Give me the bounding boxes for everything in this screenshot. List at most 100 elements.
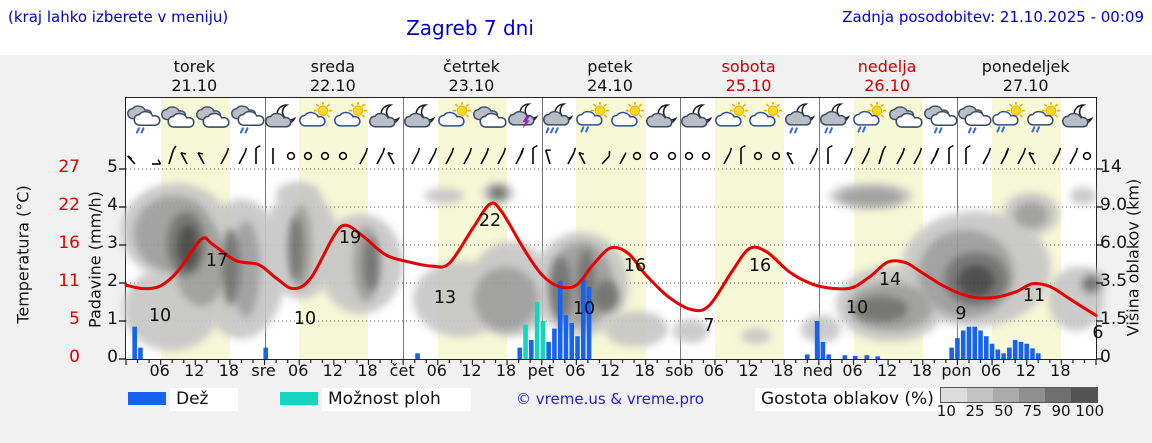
day-name: ponedeljek xyxy=(981,57,1070,76)
chart-frame: 10 17 10 19 13 22 10 16 7 16 10 14 9 11 6 xyxy=(119,97,1106,365)
wind-barb-icon xyxy=(809,147,819,165)
wind-barb-icon xyxy=(982,147,992,165)
weather-icon-sun-cloud xyxy=(437,102,471,127)
wind-barb-icon xyxy=(1028,151,1037,165)
day-separator xyxy=(403,98,405,359)
weather-icon-clouds xyxy=(473,106,507,128)
wind-barb-icon xyxy=(1017,147,1027,165)
temp-label: 13 xyxy=(434,288,456,308)
weather-icon-moon-cloud-drizzle xyxy=(819,103,851,134)
wind-barb-icon xyxy=(965,144,971,164)
x-axis-day-label: sre xyxy=(251,361,276,380)
x-axis-hour-label: 18 xyxy=(357,361,378,380)
wind-barb-icon xyxy=(532,144,538,164)
x-axis-hour-label: 18 xyxy=(218,361,240,380)
wind-barb-icon xyxy=(930,147,940,165)
x-axis-hour-label: 12 xyxy=(599,361,621,380)
weather-icon-clouds xyxy=(889,106,923,128)
rain-legend-label: Dež xyxy=(170,388,239,411)
x-axis-hour-label: 06 xyxy=(565,361,586,380)
temp-label: 19 xyxy=(339,228,361,248)
cloud-scale-segment xyxy=(941,388,967,402)
day-header: nedelja 26.10 xyxy=(818,57,957,97)
wind-barb-icon xyxy=(126,155,136,165)
cloud-axis-tick: 14 xyxy=(1100,157,1122,177)
weather-icon-moon-storm xyxy=(507,103,539,128)
wind-calm-icon xyxy=(702,151,711,161)
day-name: petek xyxy=(587,57,633,76)
weather-icon-moon-cloud xyxy=(646,104,678,128)
weather-icon-sun-cloud xyxy=(749,102,783,127)
x-axis-hour-label: 06 xyxy=(842,361,863,380)
wind-calm-icon xyxy=(667,151,676,161)
x-axis-hour-label: 18 xyxy=(634,361,655,380)
day-date: 21.10 xyxy=(171,76,218,95)
day-separator xyxy=(680,98,682,359)
x-axis-hour-label: 12 xyxy=(322,361,344,380)
wind-calm-icon xyxy=(650,151,659,161)
cloud-scale-segment xyxy=(1045,388,1071,402)
x-axis-hour-label: 06 xyxy=(980,361,1002,380)
cloud-scale-segment xyxy=(1071,388,1097,402)
day-date: 24.10 xyxy=(587,76,633,95)
temp-label: 10 xyxy=(846,298,868,318)
wind-barb-icon xyxy=(947,144,954,164)
wind-barb-icon xyxy=(411,147,420,165)
cloud-axis-tick: 6.0 xyxy=(1100,233,1128,253)
wind-barb-icon xyxy=(220,147,230,165)
wind-barb-icon xyxy=(618,152,627,165)
weather-icon-clouds-rain xyxy=(230,105,265,134)
wind-calm-icon xyxy=(771,151,780,161)
weather-icon-moon-cloud xyxy=(403,104,436,128)
weather-icon-moon-cloud-rain xyxy=(542,103,573,134)
wind-barb-icon xyxy=(722,147,732,165)
weather-icon-moon-cloud xyxy=(1062,104,1094,128)
cloud-axis-tick: 0 xyxy=(1100,347,1111,367)
wind-barb-icon xyxy=(255,144,261,164)
day-header-row: torek 21.10 sreda 22.10 četrtek 23.10 petek 24.… xyxy=(125,57,1095,97)
temp-axis-tick: 27 xyxy=(58,157,80,177)
wind-barb-icon xyxy=(497,147,507,165)
x-axis-day-label: sob xyxy=(665,361,694,380)
wind-barb-icon xyxy=(480,147,490,165)
x-axis-hour-label: 12 xyxy=(876,361,898,380)
cloud-axis-tick: 3.5 xyxy=(1100,271,1128,291)
header-note: (kraj lahko izberete v meniju) xyxy=(8,8,229,26)
x-axis-hour-label: 12 xyxy=(738,361,759,380)
wind-barb-icon xyxy=(786,151,794,165)
cloud-density-scale xyxy=(940,387,1098,403)
temp-axis-tick: 0 xyxy=(69,347,80,367)
temp-label: 11 xyxy=(1023,286,1045,306)
weather-icon-sun-cloud-drizzle xyxy=(991,102,1026,133)
temp-axis-title: Temperatura (°C) xyxy=(13,185,33,324)
day-separator xyxy=(541,98,543,359)
temperature-line xyxy=(124,201,1098,317)
wind-calm-icon xyxy=(1083,151,1092,161)
temp-label: 14 xyxy=(879,270,901,290)
temp-axis-tick: 16 xyxy=(58,233,80,253)
day-header: petek 24.10 xyxy=(541,57,680,97)
day-date: 27.10 xyxy=(1002,76,1049,95)
copyright-link[interactable]: © vreme.us & vreme.pro xyxy=(516,390,704,408)
wind-barb-icon xyxy=(168,145,177,165)
weather-icon-clouds xyxy=(161,106,195,128)
daytime-band xyxy=(714,98,785,359)
cloud-scale-tick: 10 xyxy=(936,402,956,420)
x-axis-hour-label: 18 xyxy=(495,361,517,380)
wind-calm-icon xyxy=(321,151,330,161)
wind-barb-icon xyxy=(601,150,611,165)
day-date: 23.10 xyxy=(448,76,495,95)
wind-barb-icon xyxy=(878,145,887,165)
weather-icon-sun-cloud xyxy=(714,102,748,127)
meteogram-chart: 10 17 10 19 13 22 10 16 7 16 10 14 9 11 6 xyxy=(119,168,1106,365)
cloud-scale-tick: 25 xyxy=(965,402,985,420)
wind-barb-icon xyxy=(844,147,853,165)
shower-legend-swatch xyxy=(280,392,318,405)
day-date: 22.10 xyxy=(309,76,356,95)
cloud-density-field xyxy=(121,182,1106,351)
rain-axis-tick: 3 xyxy=(107,233,118,253)
weather-icon-sun-cloud xyxy=(610,102,645,127)
weather-icon-row xyxy=(126,100,1096,142)
wind-barb-icon xyxy=(376,147,386,165)
rain-axis-tick: 2 xyxy=(107,271,118,291)
